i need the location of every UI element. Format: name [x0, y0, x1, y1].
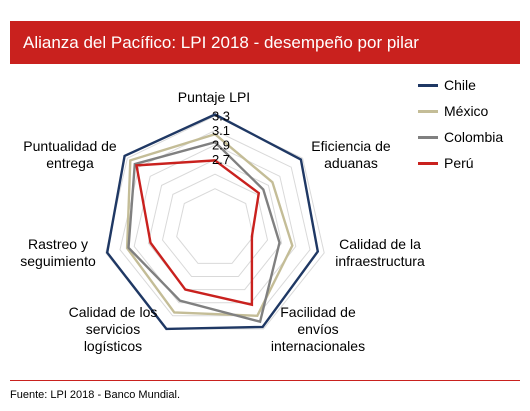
grid-ring	[161, 173, 269, 277]
legend-label: Chile	[444, 77, 476, 93]
axis-label: Rastreo y seguimiento	[20, 236, 96, 269]
tick-label: 3.3	[212, 109, 230, 124]
source-note: Fuente: LPI 2018 - Banco Mundial.	[10, 389, 180, 401]
chart-title: Alianza del Pacífico: LPI 2018 - desempe…	[23, 33, 419, 52]
legend-label: México	[444, 103, 489, 119]
grid-ring	[119, 129, 311, 317]
axis-label: Calidad de los servicios logísticos	[69, 304, 158, 354]
legend-swatch	[418, 110, 438, 113]
tick-label: 2.7	[212, 152, 230, 167]
series-line-chile	[105, 113, 320, 331]
axis-label: Eficiencia de aduanas	[311, 138, 391, 171]
series-line-colombia	[127, 140, 281, 324]
axis-label: Calidad de la infraestructura	[335, 236, 425, 269]
grid-ring	[133, 144, 297, 304]
legend-label: Colombia	[444, 129, 504, 145]
tick-label: 2.9	[212, 138, 230, 153]
legend-swatch	[418, 136, 438, 139]
axis-label: Facilidad de envíos internacionales	[271, 304, 365, 354]
tick-label: 3.1	[212, 123, 230, 138]
legend-swatch	[418, 84, 438, 87]
footer-divider	[10, 380, 520, 381]
series-line-peru	[135, 159, 261, 307]
axis-label: Puntaje LPI	[178, 89, 250, 105]
grid-ring	[176, 188, 254, 264]
legend-label: Perú	[444, 155, 474, 171]
grid-ring	[147, 159, 283, 291]
series-line-mexico	[125, 132, 294, 318]
chart-header: Alianza del Pacífico: LPI 2018 - desempe…	[10, 21, 520, 64]
legend-swatch	[418, 162, 438, 165]
axis-label: Puntualidad de entrega	[23, 138, 117, 171]
